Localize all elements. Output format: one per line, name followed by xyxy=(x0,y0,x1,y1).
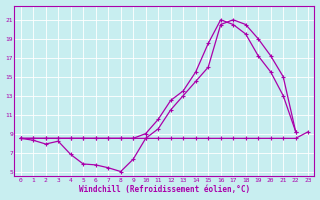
X-axis label: Windchill (Refroidissement éolien,°C): Windchill (Refroidissement éolien,°C) xyxy=(79,185,250,194)
